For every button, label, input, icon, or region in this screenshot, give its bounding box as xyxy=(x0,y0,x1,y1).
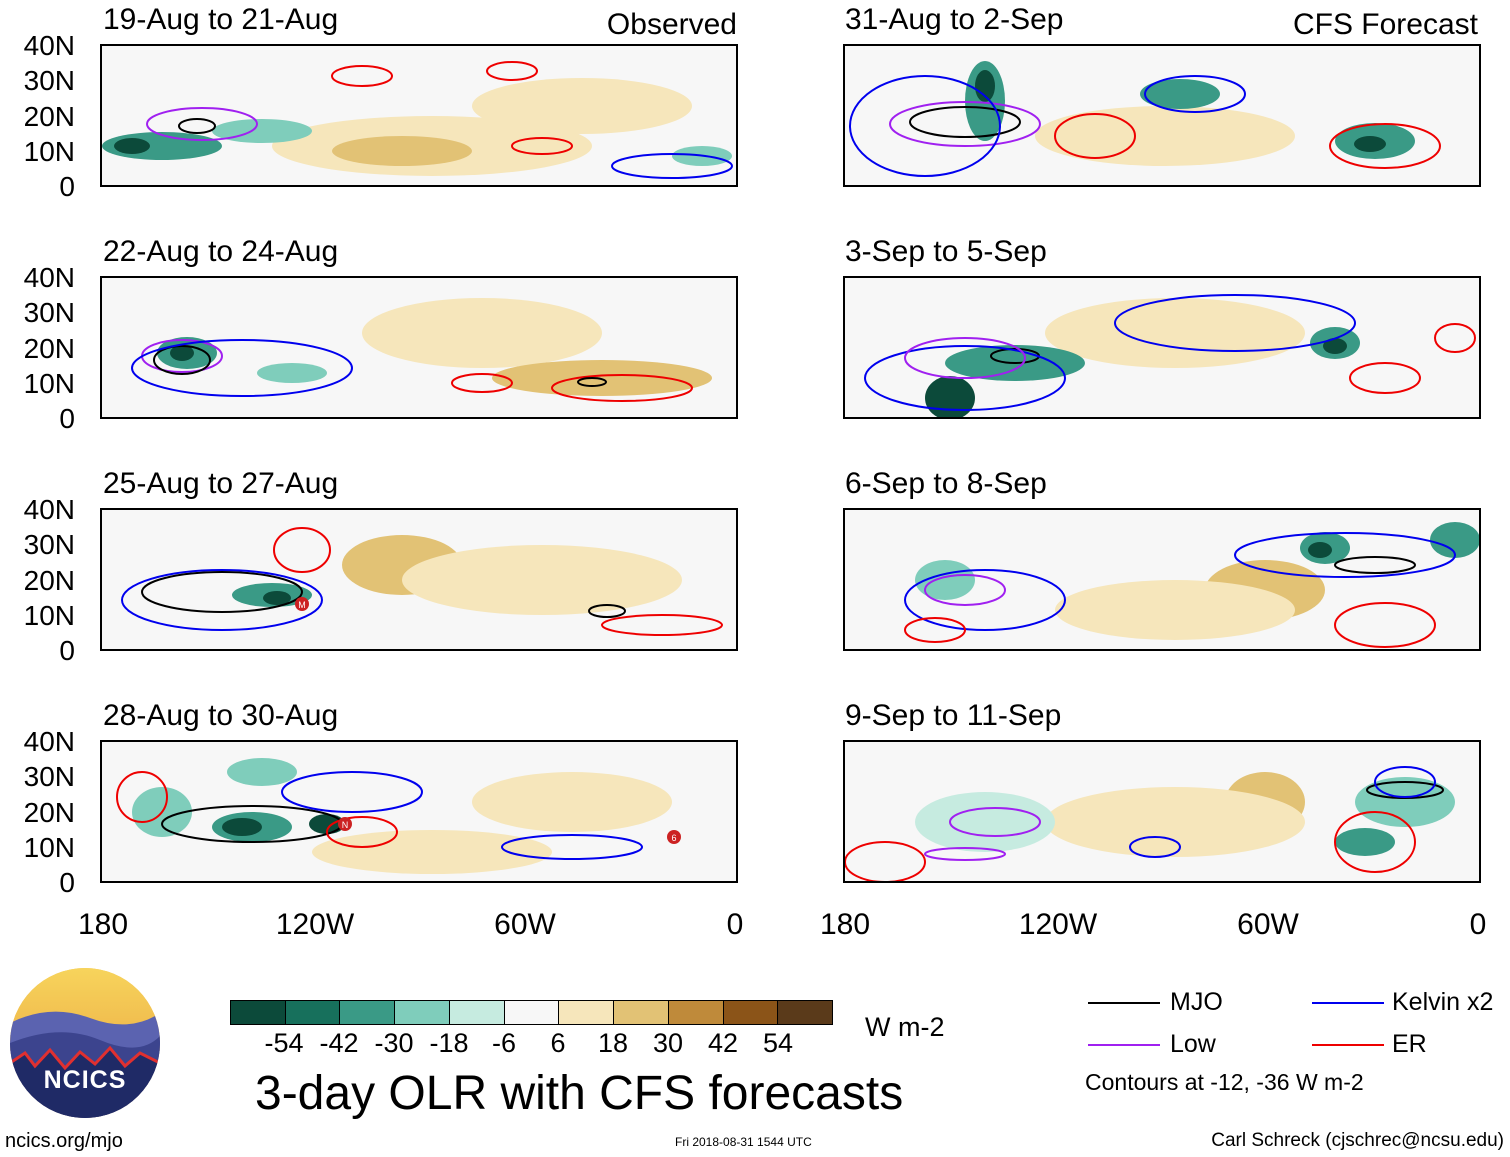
lon-label: 0 xyxy=(1469,908,1487,941)
map-panel-fc-1 xyxy=(843,44,1481,187)
colorbar-cell xyxy=(231,1001,286,1024)
observed-label: Observed xyxy=(606,8,737,41)
legend-label-low: Low xyxy=(1170,1030,1216,1058)
ncics-logo: NCICS xyxy=(10,968,160,1118)
lon-label: 180 xyxy=(77,908,129,941)
lat-label: 30N xyxy=(23,529,75,560)
footer-timestamp: Fri 2018-08-31 1544 UTC xyxy=(675,1135,812,1149)
footer-url[interactable]: ncics.org/mjo xyxy=(5,1130,123,1152)
colorbar-cell xyxy=(449,1001,505,1024)
colorbar-cell xyxy=(723,1001,779,1024)
legend-line-mjo xyxy=(1088,1002,1160,1004)
colorbar-tick: 42 xyxy=(707,1028,739,1058)
colorbar-tick: 54 xyxy=(762,1028,794,1058)
panel-title-obs-2: 22-Aug to 24-Aug xyxy=(103,235,339,268)
colorbar-tick: -54 xyxy=(264,1028,304,1058)
map-panel-fc-2 xyxy=(843,276,1481,419)
panel-title-obs-3: 25-Aug to 27-Aug xyxy=(103,467,339,500)
storm-marker-icon: N xyxy=(338,817,352,831)
lat-label: 30N xyxy=(23,761,75,792)
lon-label: 180 xyxy=(819,908,871,941)
panel-title-obs-1: 19-Aug to 21-Aug xyxy=(103,3,339,36)
storm-marker-label: N xyxy=(342,820,349,830)
lat-label: 40N xyxy=(23,494,75,525)
colorbar-tick: -30 xyxy=(374,1028,414,1058)
lon-label: 60W xyxy=(494,908,556,941)
colorbar-cell xyxy=(668,1001,724,1024)
storm-marker-label: M xyxy=(298,600,306,610)
legend-label-mjo: MJO xyxy=(1170,988,1223,1016)
colorbar-tick: 30 xyxy=(652,1028,684,1058)
colorbar-tick: 6 xyxy=(550,1028,566,1058)
colorbar-units: W m-2 xyxy=(865,1012,945,1042)
legend-note: Contours at -12, -36 W m-2 xyxy=(1085,1069,1364,1095)
lat-label: 20N xyxy=(23,333,75,364)
lat-label: 10N xyxy=(23,600,75,631)
colorbar-tick: -42 xyxy=(319,1028,359,1058)
lon-label: 120W xyxy=(1018,908,1098,941)
footer-credit: Carl Schreck (cjschrec@ncsu.edu) xyxy=(1211,1130,1504,1151)
colorbar-cell xyxy=(285,1001,341,1024)
lat-label: 40N xyxy=(23,726,75,757)
colorbar-cell xyxy=(559,1001,615,1024)
lon-label: 0 xyxy=(726,908,744,941)
lat-label: 0 xyxy=(59,867,75,898)
lat-label: 20N xyxy=(23,565,75,596)
lat-label: 10N xyxy=(23,832,75,863)
storm-marker-icon: M xyxy=(295,597,309,611)
panel-title-fc-1: 31-Aug to 2-Sep xyxy=(845,3,1064,36)
lat-label: 20N xyxy=(23,101,75,132)
colorbar-cell xyxy=(614,1001,669,1024)
legend-line-er xyxy=(1312,1044,1384,1046)
map-panel-fc-4 xyxy=(843,740,1481,883)
map-panel-obs-4: N 6 xyxy=(100,740,738,883)
lat-label: 20N xyxy=(23,797,75,828)
panel-title-obs-4: 28-Aug to 30-Aug xyxy=(103,699,339,732)
colorbar-tick: -6 xyxy=(491,1028,516,1058)
legend-line-low xyxy=(1088,1044,1160,1046)
lat-label: 40N xyxy=(23,262,75,293)
lat-label: 0 xyxy=(59,635,75,666)
colorbar-cell xyxy=(340,1001,396,1024)
lat-label: 0 xyxy=(59,171,75,202)
lat-label: 30N xyxy=(23,65,75,96)
lat-label: 30N xyxy=(23,297,75,328)
map-panel-fc-3 xyxy=(843,508,1481,651)
panel-title-fc-3: 6-Sep to 8-Sep xyxy=(845,467,1047,500)
lat-label: 0 xyxy=(59,403,75,434)
colorbar-tick: 18 xyxy=(597,1028,629,1058)
colorbar-cell xyxy=(778,1001,833,1024)
legend-line-kelvin xyxy=(1312,1002,1384,1004)
colorbar-tick: -18 xyxy=(429,1028,469,1058)
map-panel-obs-2 xyxy=(100,276,738,419)
lon-label: 120W xyxy=(275,908,355,941)
panel-title-fc-4: 9-Sep to 11-Sep xyxy=(845,699,1062,732)
forecast-label: CFS Forecast xyxy=(1292,8,1478,41)
storm-marker-label: 6 xyxy=(671,833,676,843)
lon-label: 60W xyxy=(1237,908,1299,941)
storm-marker-icon: 6 xyxy=(667,830,681,844)
colorbar-cell xyxy=(395,1001,450,1024)
map-panel-obs-3: M xyxy=(100,508,738,651)
logo-text: NCICS xyxy=(43,1066,127,1094)
colorbar-cell xyxy=(504,1001,560,1024)
lat-label: 40N xyxy=(23,30,75,61)
map-panel-obs-1 xyxy=(100,44,738,187)
legend-label-er: ER xyxy=(1392,1030,1427,1058)
panel-title-fc-2: 3-Sep to 5-Sep xyxy=(845,235,1047,268)
colorbar xyxy=(230,1000,833,1025)
lat-label: 10N xyxy=(23,368,75,399)
main-title: 3-day OLR with CFS forecasts xyxy=(255,1067,904,1120)
legend-label-kelvin: Kelvin x2 xyxy=(1392,988,1494,1016)
lat-label: 10N xyxy=(23,136,75,167)
